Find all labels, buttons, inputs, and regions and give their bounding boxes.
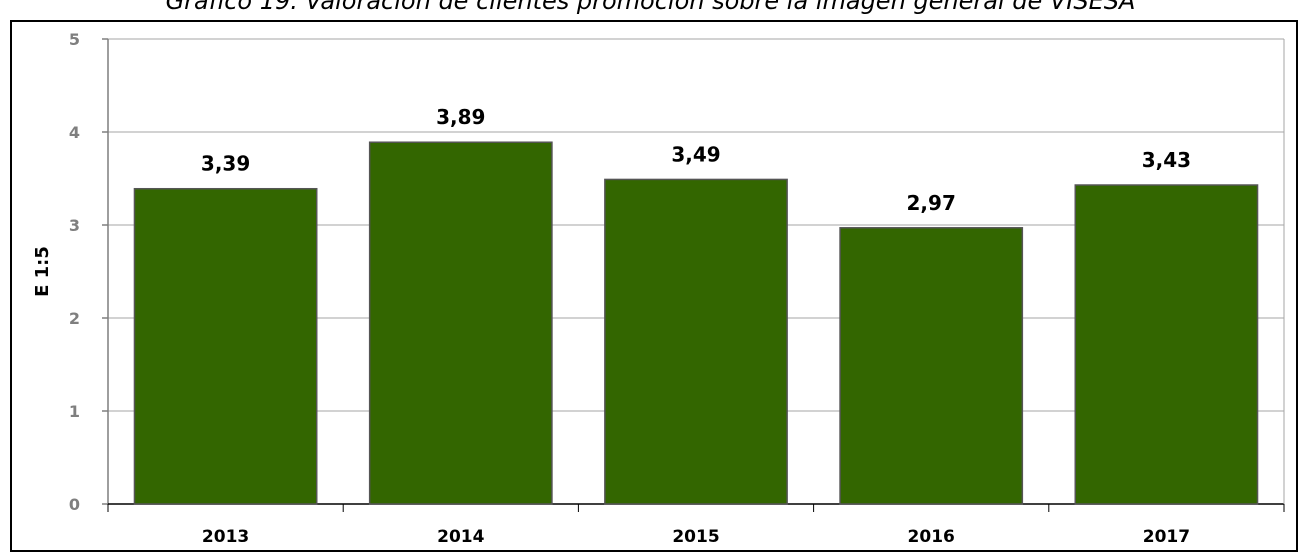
y-tick-labels: 0 1 2 3 4 5 [69,30,80,514]
y-axis-title: E 1:5 [32,246,53,297]
y-tick-label: 3 [69,216,80,235]
x-tick-label: 2014 [437,527,484,547]
y-tick-label: 0 [69,495,80,514]
chart-frame [10,20,1298,552]
bar [839,227,1024,505]
bar [1074,184,1259,505]
x-tick-label: 2016 [908,527,955,547]
x-tick-label: 2015 [672,527,719,547]
bar [368,141,553,505]
bar [604,178,788,505]
data-label-background [658,141,734,168]
data-label: 3,43 [1142,148,1191,172]
chart-title: Gráfico 19. Valoración de clientes promo… [165,0,1136,15]
data-label-background [893,189,970,216]
y-tick-label: 2 [69,309,80,328]
data-label: 3,49 [671,142,720,166]
data-label-background [422,104,499,131]
data-label-background [187,150,264,177]
x-tick-label: 2017 [1143,527,1190,547]
y-tick-label: 4 [69,123,80,142]
data-labels: 3,39 3,89 3,49 2,97 3,43 [187,104,1205,216]
y-tick-label: 5 [69,30,80,49]
data-label-background [1128,147,1205,174]
x-tick-label: 2013 [202,527,249,547]
y-tick-label: 1 [69,402,80,421]
bar [133,187,318,505]
data-label: 3,39 [201,152,250,176]
data-label: 2,97 [907,191,956,215]
bars [133,141,1259,505]
x-tick-labels: 2013 2014 2015 2016 2017 [202,527,1190,547]
data-label: 3,89 [436,105,485,129]
